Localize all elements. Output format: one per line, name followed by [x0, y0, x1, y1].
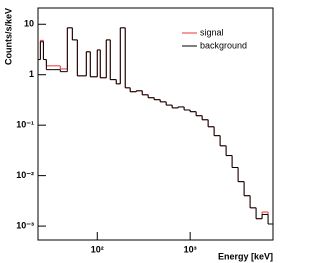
y-tick-label: 10⁻²: [16, 170, 34, 180]
y-tick-label: 10⁻¹: [16, 120, 34, 130]
x-axis-title: Energy [keV]: [218, 251, 273, 261]
page: {"chart_data": { "type": "histogram", "x…: [0, 0, 296, 263]
chart: Energy [keV] Counts/s/keV 10⁻³ 10⁻² 10⁻¹ 1 1…: [0, 0, 296, 263]
y-tick-label: 10⁻³: [16, 220, 34, 230]
legend-label: signal: [200, 27, 224, 37]
y-axis-title: Counts/s/keV: [3, 8, 13, 65]
y-tick-label: 10: [24, 19, 34, 29]
legend-label: background: [200, 40, 247, 50]
x-tick-label: 10²: [91, 244, 104, 254]
background: [0, 0, 296, 263]
y-tick-label: 1: [29, 69, 34, 79]
plot-frame: [37, 7, 274, 241]
x-tick-label: 10³: [184, 244, 197, 254]
